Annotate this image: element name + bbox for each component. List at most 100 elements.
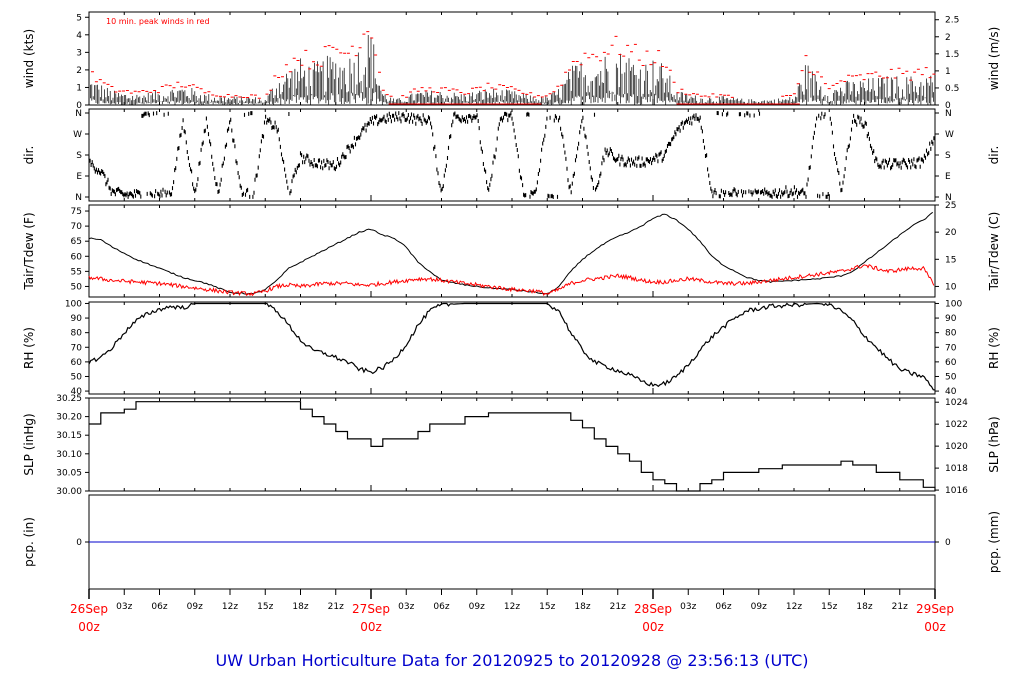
rh-right-tick-label: 70 (945, 343, 957, 353)
temp-left-tick-label: 55 (71, 267, 82, 277)
dir-left-tick-label: E (76, 172, 82, 182)
rh-left-tick-label: 50 (71, 372, 83, 382)
temp-panel-frame (88, 204, 936, 298)
slp-line (89, 401, 936, 492)
slp-left-tick-label: 30.10 (56, 450, 82, 460)
dir-right-tick-label: N (945, 193, 952, 203)
rh-left-tick-label: 90 (71, 314, 83, 324)
temp-right-tick-label: 10 (945, 282, 957, 292)
x-hour-label: 09z (469, 602, 485, 612)
x-day-date-label: 27Sep (352, 602, 390, 616)
wind-left-tick-label: 1 (76, 83, 82, 93)
temp-left-tick-label: 50 (71, 282, 83, 292)
slp-right-tick-label: 1016 (945, 486, 968, 496)
slp-right-axis-label: SLP (hPa) (987, 416, 1001, 472)
x-hour-label: 06z (151, 602, 167, 612)
dir-left-axis-label: dir. (22, 146, 36, 165)
x-hour-label: 09z (751, 602, 767, 612)
x-day-date-label: 28Sep (634, 602, 672, 616)
x-hour-label: 21z (328, 602, 344, 612)
x-hour-label: 21z (892, 602, 908, 612)
pcp-left-axis-label: pcp. (in) (22, 517, 36, 567)
x-hour-label: 18z (574, 602, 590, 612)
x-day-time-label: 00z (924, 620, 946, 634)
x-hour-label: 06z (715, 602, 731, 612)
rh-right-tick-label: 60 (945, 358, 957, 368)
dir-left-tick-label: N (75, 109, 82, 119)
x-hour-label: 15z (257, 602, 273, 612)
temp-left-axis-label: Tair/Tdew (F) (22, 212, 36, 290)
rh-right-axis-label: RH (%) (987, 327, 1001, 369)
slp-right-tick-label: 1020 (945, 442, 968, 452)
wind-annotation: 10 min. peak winds in red (106, 17, 210, 26)
slp-right-tick-label: 1024 (945, 398, 968, 408)
wind-right-tick-label: 0 (945, 101, 951, 111)
slp-left-tick-label: 30.25 (56, 394, 82, 404)
rh-right-tick-label: 90 (945, 314, 957, 324)
x-hour-label: 15z (821, 602, 837, 612)
x-hour-label: 12z (786, 602, 802, 612)
temp-right-tick-label: 25 (945, 201, 956, 211)
x-hour-label: 03z (116, 602, 132, 612)
wind-right-tick-label: 1.5 (945, 50, 959, 60)
wind-speed-trace (88, 35, 936, 105)
x-day-time-label: 00z (642, 620, 664, 634)
wind-left-tick-label: 0 (76, 101, 82, 111)
wind-right-axis-label: wind (m/s) (987, 27, 1001, 91)
dir-right-tick-label: N (945, 109, 952, 119)
temp-left-tick-label: 75 (71, 207, 82, 217)
slp-panel-frame (88, 397, 936, 492)
slp-left-tick-label: 30.15 (56, 431, 82, 441)
x-hour-label: 15z (539, 602, 555, 612)
rh-left-tick-label: 40 (71, 387, 83, 397)
rh-right-tick-label: 80 (945, 329, 957, 339)
slp-right-tick-label: 1018 (945, 464, 968, 474)
temp-left-tick-label: 60 (71, 252, 83, 262)
x-hour-label: 12z (222, 602, 238, 612)
dir-left-tick-label: N (75, 193, 82, 203)
wind-left-tick-label: 3 (76, 48, 82, 58)
rh-left-tick-label: 70 (71, 343, 83, 353)
wind-peak-markers (91, 31, 936, 99)
temp-right-tick-label: 20 (945, 228, 957, 238)
slp-left-axis-label: SLP (inHg) (22, 413, 36, 475)
wind-left-tick-label: 5 (76, 13, 82, 23)
rh-right-tick-label: 40 (945, 387, 957, 397)
footer-title: UW Urban Horticulture Data for 20120925 … (215, 651, 809, 670)
wind-right-tick-label: 1 (945, 67, 951, 77)
dir-left-tick-label: S (76, 151, 82, 161)
x-hour-label: 18z (856, 602, 872, 612)
rh-left-tick-label: 60 (71, 358, 83, 368)
x-hour-label: 03z (680, 602, 696, 612)
x-hour-label: 03z (398, 602, 414, 612)
x-day-date-label: 29Sep (916, 602, 954, 616)
wind-left-tick-label: 2 (76, 66, 82, 76)
dir-right-axis-label: dir. (987, 146, 1001, 165)
wind-left-tick-label: 4 (76, 31, 82, 41)
rh-right-tick-label: 100 (945, 299, 962, 309)
pcp-left-tick-label: 0 (76, 538, 82, 548)
tdew-line (88, 264, 935, 297)
slp-left-tick-label: 30.05 (56, 468, 82, 478)
rh-panel-frame (88, 301, 936, 395)
temp-left-tick-label: 70 (71, 222, 83, 232)
dir-right-tick-label: E (945, 172, 951, 182)
rh-right-tick-label: 50 (945, 372, 957, 382)
x-day-date-label: 26Sep (70, 602, 108, 616)
rh-left-axis-label: RH (%) (22, 327, 36, 369)
temp-right-axis-label: Tair/Tdew (C) (987, 212, 1001, 292)
x-hour-label: 18z (292, 602, 308, 612)
dir-left-tick-label: W (73, 130, 82, 140)
wind-right-tick-label: 2.5 (945, 16, 959, 26)
pcp-right-axis-label: pcp. (mm) (987, 511, 1001, 573)
pcp-right-tick-label: 0 (945, 538, 951, 548)
x-hour-label: 09z (187, 602, 203, 612)
wind-right-tick-label: 2 (945, 33, 951, 43)
rh-left-tick-label: 100 (65, 299, 82, 309)
slp-left-tick-label: 30.00 (56, 487, 82, 497)
rh-line (88, 302, 936, 391)
x-day-time-label: 00z (78, 620, 100, 634)
x-hour-label: 06z (433, 602, 449, 612)
x-hour-label: 21z (610, 602, 626, 612)
